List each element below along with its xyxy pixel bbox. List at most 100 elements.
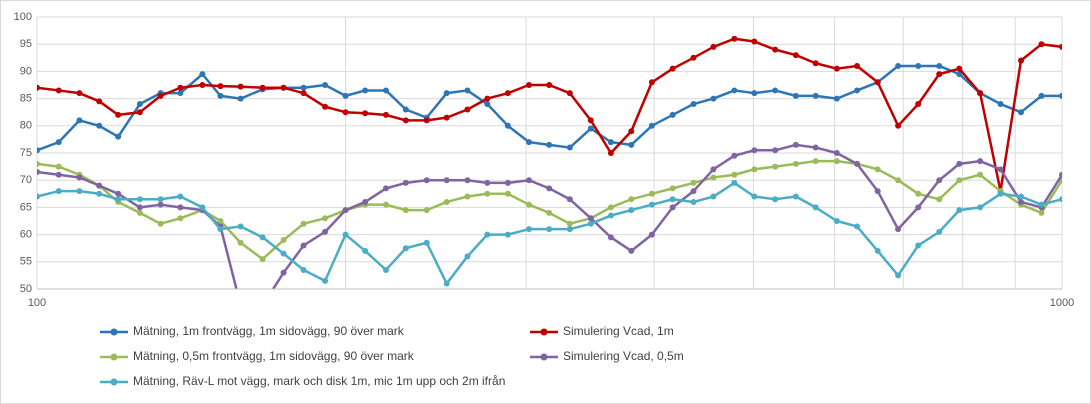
data-point (484, 190, 491, 197)
data-point (690, 188, 697, 195)
data-point (55, 163, 62, 170)
data-point (423, 207, 430, 214)
data-point (977, 158, 984, 165)
data-point (504, 231, 511, 238)
data-point (936, 196, 943, 203)
y-tick-label: 95 (20, 38, 32, 50)
data-point (648, 201, 655, 208)
data-point (956, 177, 963, 184)
data-point (504, 122, 511, 129)
data-point (1017, 198, 1024, 205)
data-point (157, 201, 164, 208)
data-point (915, 101, 922, 108)
data-point (566, 90, 573, 97)
data-point (37, 193, 40, 200)
data-point (157, 196, 164, 203)
data-point (76, 90, 83, 97)
data-point (936, 177, 943, 184)
data-point (690, 101, 697, 108)
data-point (628, 141, 635, 148)
data-point (833, 65, 840, 72)
x-tick-label: 1000 (1050, 297, 1074, 309)
data-point (854, 223, 861, 230)
data-point (115, 133, 122, 140)
data-point (895, 122, 902, 129)
legend-label: Mätning, 1m frontvägg, 1m sidovägg, 90 ö… (133, 324, 405, 338)
data-point (177, 90, 184, 97)
data-point (322, 103, 329, 110)
data-point (322, 82, 329, 88)
data-point (423, 177, 430, 184)
data-point (607, 212, 614, 219)
data-point (751, 193, 758, 200)
data-point (157, 220, 164, 227)
y-tick-label: 50 (20, 283, 32, 295)
data-point (322, 215, 329, 222)
data-point (812, 60, 819, 67)
data-point (669, 111, 676, 118)
data-point (812, 204, 819, 211)
data-point (484, 101, 491, 108)
data-point (300, 90, 307, 97)
data-point (731, 171, 738, 178)
data-point (1017, 193, 1024, 200)
data-point (342, 92, 349, 99)
data-point (546, 209, 553, 216)
data-point (772, 46, 779, 53)
y-tick-label: 85 (20, 93, 32, 105)
data-point (402, 207, 409, 214)
data-point (300, 220, 307, 227)
data-point (136, 101, 143, 108)
data-point (259, 256, 266, 263)
data-point (648, 79, 655, 86)
data-point (464, 253, 471, 260)
data-point (854, 87, 861, 94)
data-point (690, 54, 697, 61)
data-point (587, 220, 594, 227)
data-point (177, 193, 184, 200)
data-point (217, 226, 224, 233)
data-point (628, 128, 635, 135)
data-point (280, 237, 287, 244)
data-point (936, 228, 943, 235)
data-point (895, 226, 902, 233)
data-point (628, 207, 635, 214)
data-point (997, 190, 1004, 197)
data-point (812, 92, 819, 99)
data-point (526, 139, 533, 146)
data-point (37, 169, 40, 176)
data-point (136, 209, 143, 216)
data-point (402, 179, 409, 186)
data-point (772, 147, 779, 154)
data-point (217, 218, 224, 224)
y-tick-label: 65 (20, 201, 32, 213)
legend-label: Simulering Vcad, 1m (563, 324, 674, 338)
data-point (96, 182, 103, 189)
data-point (915, 62, 922, 69)
data-point (300, 242, 307, 249)
data-point (382, 201, 389, 208)
data-point (710, 43, 717, 50)
data-point (342, 231, 349, 238)
data-point (792, 160, 799, 167)
axes: 50 55 60 65 70 75 80 85 90 95 100 100 1000 (14, 11, 1075, 309)
data-point (915, 204, 922, 211)
data-point (199, 71, 206, 78)
data-point (833, 158, 840, 165)
data-point (812, 158, 819, 165)
data-point (751, 90, 758, 97)
data-point (115, 111, 122, 118)
data-point (136, 109, 143, 116)
data-point (895, 62, 902, 69)
data-point (587, 117, 594, 124)
data-point (751, 147, 758, 154)
y-tick-label: 100 (14, 11, 32, 23)
data-point (669, 185, 676, 192)
data-point (956, 65, 963, 72)
data-point (751, 166, 758, 173)
data-point (1017, 109, 1024, 116)
data-point (628, 196, 635, 203)
data-point (731, 35, 738, 42)
data-point (833, 95, 840, 102)
